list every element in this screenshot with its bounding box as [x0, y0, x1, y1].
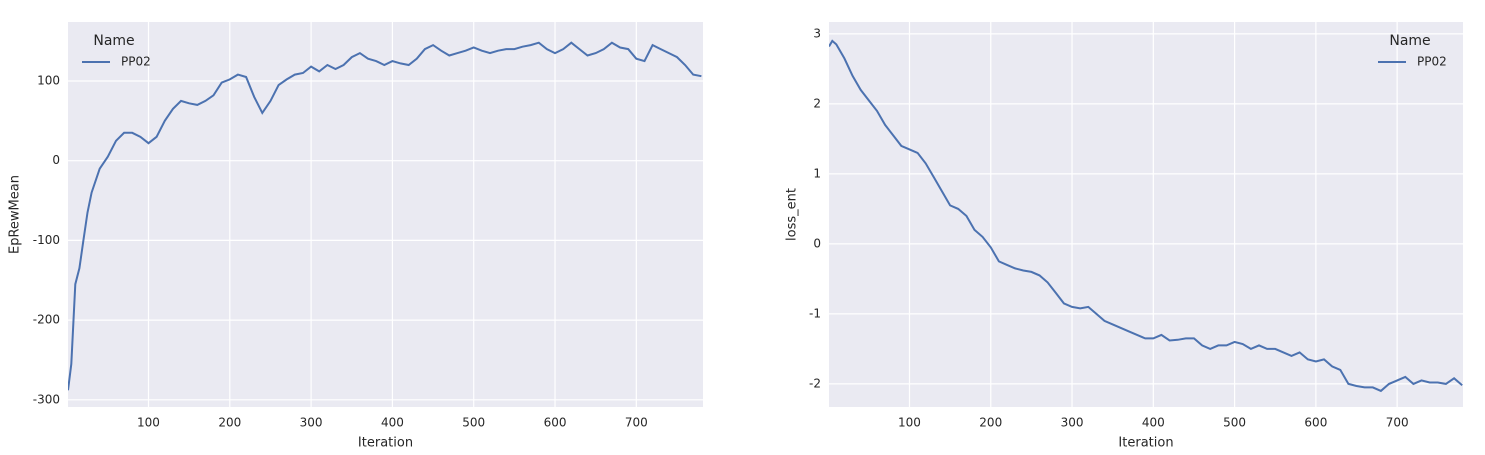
legend-label: PP02 [121, 55, 151, 69]
y-axis-label: EpRewMean [8, 175, 23, 254]
x-tick-label: 200 [218, 416, 241, 430]
y-tick-label: -300 [33, 392, 60, 406]
x-tick-label: 600 [544, 416, 567, 430]
x-tick-label: 300 [1061, 416, 1084, 430]
plot-area [829, 22, 1463, 407]
y-tick-label: 3 [813, 26, 821, 40]
legend-label: PP02 [1417, 55, 1447, 69]
x-tick-label: 700 [625, 416, 648, 430]
x-tick-label: 400 [1142, 416, 1165, 430]
x-tick-label: 500 [462, 416, 485, 430]
y-tick-label: -2 [809, 376, 821, 390]
y-tick-label: 0 [813, 236, 821, 250]
legend-title: Name [1389, 33, 1430, 49]
x-tick-label: 100 [137, 416, 160, 430]
x-tick-label: 400 [381, 416, 404, 430]
y-tick-label: -100 [33, 233, 60, 247]
plot-area [68, 22, 703, 407]
y-tick-label: 0 [52, 153, 60, 167]
y-tick-label: 1 [813, 166, 821, 180]
legend-title: Name [93, 33, 134, 49]
x-axis-label: Iteration [358, 436, 413, 451]
line [829, 39, 1463, 393]
x-tick-label: 100 [898, 416, 921, 430]
line [68, 41, 702, 391]
x-tick-label: 300 [300, 416, 323, 430]
y-tick-label: 100 [37, 73, 60, 87]
y-tick-label: 2 [813, 96, 821, 110]
y-tick-label: -1 [809, 306, 821, 320]
x-tick-label: 600 [1304, 416, 1327, 430]
y-tick-label: -200 [33, 313, 60, 327]
x-axis-label: Iteration [1118, 436, 1173, 451]
x-tick-label: 700 [1386, 416, 1409, 430]
x-tick-label: 200 [979, 416, 1002, 430]
y-axis-label: loss_ent [785, 188, 800, 241]
x-tick-label: 500 [1223, 416, 1246, 430]
